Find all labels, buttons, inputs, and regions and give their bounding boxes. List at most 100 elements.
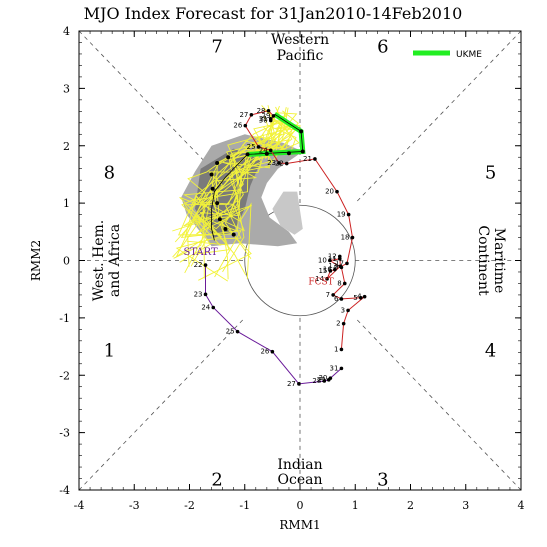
phase-number-3: 3 bbox=[377, 470, 388, 491]
observed-day-dot bbox=[339, 297, 344, 301]
ensemble-mean-dot bbox=[231, 232, 236, 237]
observed-day-dot bbox=[270, 349, 275, 354]
ensemble-member-track bbox=[178, 110, 299, 236]
ensemble-spread-lobe bbox=[272, 191, 303, 235]
ensemble-member-track bbox=[172, 127, 297, 258]
observed-day-label: 7 bbox=[326, 291, 330, 299]
ensemble-member-track bbox=[190, 105, 275, 267]
start-label: START bbox=[183, 247, 218, 258]
region-label-left: West. Hem. bbox=[91, 220, 107, 301]
chart-title: MJO Index Forecast for 31Jan2010-14Feb20… bbox=[84, 4, 463, 23]
x-tick-label: 2 bbox=[407, 499, 414, 512]
ensemble-mean-dot bbox=[245, 152, 250, 157]
observed-day-dot bbox=[328, 376, 333, 380]
y-axis-label: RMM2 bbox=[29, 240, 43, 281]
observed-day-dot bbox=[328, 258, 332, 263]
observed-day-dot bbox=[342, 281, 347, 286]
ensemble-member-track bbox=[180, 118, 293, 278]
observed-day-dot bbox=[362, 294, 367, 299]
x-tick-label: -1 bbox=[239, 499, 250, 512]
x-tick-label: 3 bbox=[462, 499, 469, 512]
observed-day-dot bbox=[297, 382, 301, 386]
ensemble-mean-dot bbox=[215, 201, 220, 206]
observed-day-dot bbox=[341, 321, 346, 326]
observed-day-label: 9 bbox=[334, 263, 338, 271]
y-tick-label: -1 bbox=[59, 312, 70, 325]
ensemble-mean-dot bbox=[209, 172, 214, 177]
region-label-bottom: Indian bbox=[277, 457, 322, 473]
observed-day-label: 26 bbox=[260, 348, 269, 356]
observed-day-label: 31 bbox=[259, 115, 268, 123]
x-tick-label: -2 bbox=[184, 499, 195, 512]
observed-day-dot bbox=[331, 293, 335, 297]
y-tick-label: 4 bbox=[63, 25, 70, 38]
observed-day-dot bbox=[328, 269, 333, 273]
y-tick-label: 1 bbox=[63, 197, 70, 210]
ensemble-mean-dot bbox=[223, 226, 228, 231]
observed-day-label: 6 bbox=[334, 295, 339, 303]
phase-number-1: 1 bbox=[104, 340, 115, 361]
phase-number-4: 4 bbox=[485, 340, 496, 361]
observed-day-dot bbox=[235, 329, 240, 334]
region-label-top: Western bbox=[271, 32, 329, 48]
x-tick-label: 4 bbox=[518, 499, 525, 512]
observed-day-label: 23 bbox=[267, 159, 276, 167]
observed-day-dot bbox=[346, 212, 351, 217]
region-label-left: and Africa bbox=[107, 224, 123, 297]
fcst-label: FCST bbox=[308, 278, 333, 288]
observed-day-dot bbox=[335, 189, 339, 194]
ensemble-mean-dot bbox=[215, 160, 220, 165]
observed-day-label: 23 bbox=[194, 290, 203, 298]
x-tick-label: 0 bbox=[297, 499, 304, 512]
observed-day-label: 25 bbox=[226, 328, 235, 336]
ensemble-member-track bbox=[175, 105, 276, 282]
ensemble-mean-dot bbox=[300, 149, 305, 154]
observed-day-label: 27 bbox=[287, 380, 296, 388]
phase-number-2: 2 bbox=[211, 470, 222, 491]
ensemble-mean-dot bbox=[217, 217, 222, 222]
phase-number-7: 7 bbox=[211, 36, 222, 57]
y-tick-label: -3 bbox=[59, 427, 70, 440]
observed-day-label: 3 bbox=[341, 306, 345, 314]
x-tick-label: -4 bbox=[74, 499, 85, 512]
observed-day-label: 10 bbox=[318, 257, 327, 265]
observed-day-dot bbox=[338, 264, 343, 269]
x-tick-label: -3 bbox=[129, 499, 140, 512]
observed-day-dot bbox=[277, 161, 281, 165]
observed-day-label: 25 bbox=[247, 143, 256, 151]
legend-label: UKME bbox=[456, 50, 482, 60]
observed-day-label: 29 bbox=[262, 112, 271, 120]
phase-number-6: 6 bbox=[377, 36, 388, 57]
ensemble-mean-centerline bbox=[211, 113, 304, 241]
observed-day-label: 24 bbox=[201, 304, 210, 312]
observed-day-label: 20 bbox=[325, 188, 334, 196]
ensemble-member-track bbox=[202, 112, 298, 279]
phase-number-8: 8 bbox=[104, 163, 115, 184]
ensemble-mean-dot bbox=[299, 129, 304, 134]
ensemble-mean-dot bbox=[226, 155, 231, 160]
ensemble-mean-dot bbox=[286, 151, 291, 156]
observed-day-dot bbox=[256, 145, 261, 149]
observed-day-dot bbox=[333, 267, 337, 272]
observed-day-label: 14 bbox=[315, 275, 324, 283]
observed-day-label: 16 bbox=[323, 266, 332, 274]
observed-day-label: 30 bbox=[318, 374, 327, 382]
observed-day-dot bbox=[268, 148, 273, 153]
observed-day-dot bbox=[266, 108, 271, 113]
ensemble-member-track bbox=[175, 113, 288, 258]
observed-day-dot bbox=[249, 112, 254, 117]
region-label-top: Pacific bbox=[277, 48, 324, 64]
ensemble-mean-dot bbox=[264, 151, 269, 156]
observed-day-label: 19 bbox=[337, 211, 346, 219]
observed-day-label: 21 bbox=[303, 155, 312, 163]
observed-day-dot bbox=[339, 347, 344, 352]
observed-day-dot bbox=[203, 292, 208, 297]
observed-day-dot bbox=[345, 261, 349, 266]
observed-day-label: 27 bbox=[239, 111, 248, 119]
y-tick-label: -2 bbox=[59, 369, 70, 382]
observed-day-dot bbox=[271, 114, 276, 118]
phase-number-5: 5 bbox=[485, 163, 496, 184]
observed-day-dot bbox=[350, 235, 355, 240]
observed-day-dot bbox=[243, 123, 248, 128]
